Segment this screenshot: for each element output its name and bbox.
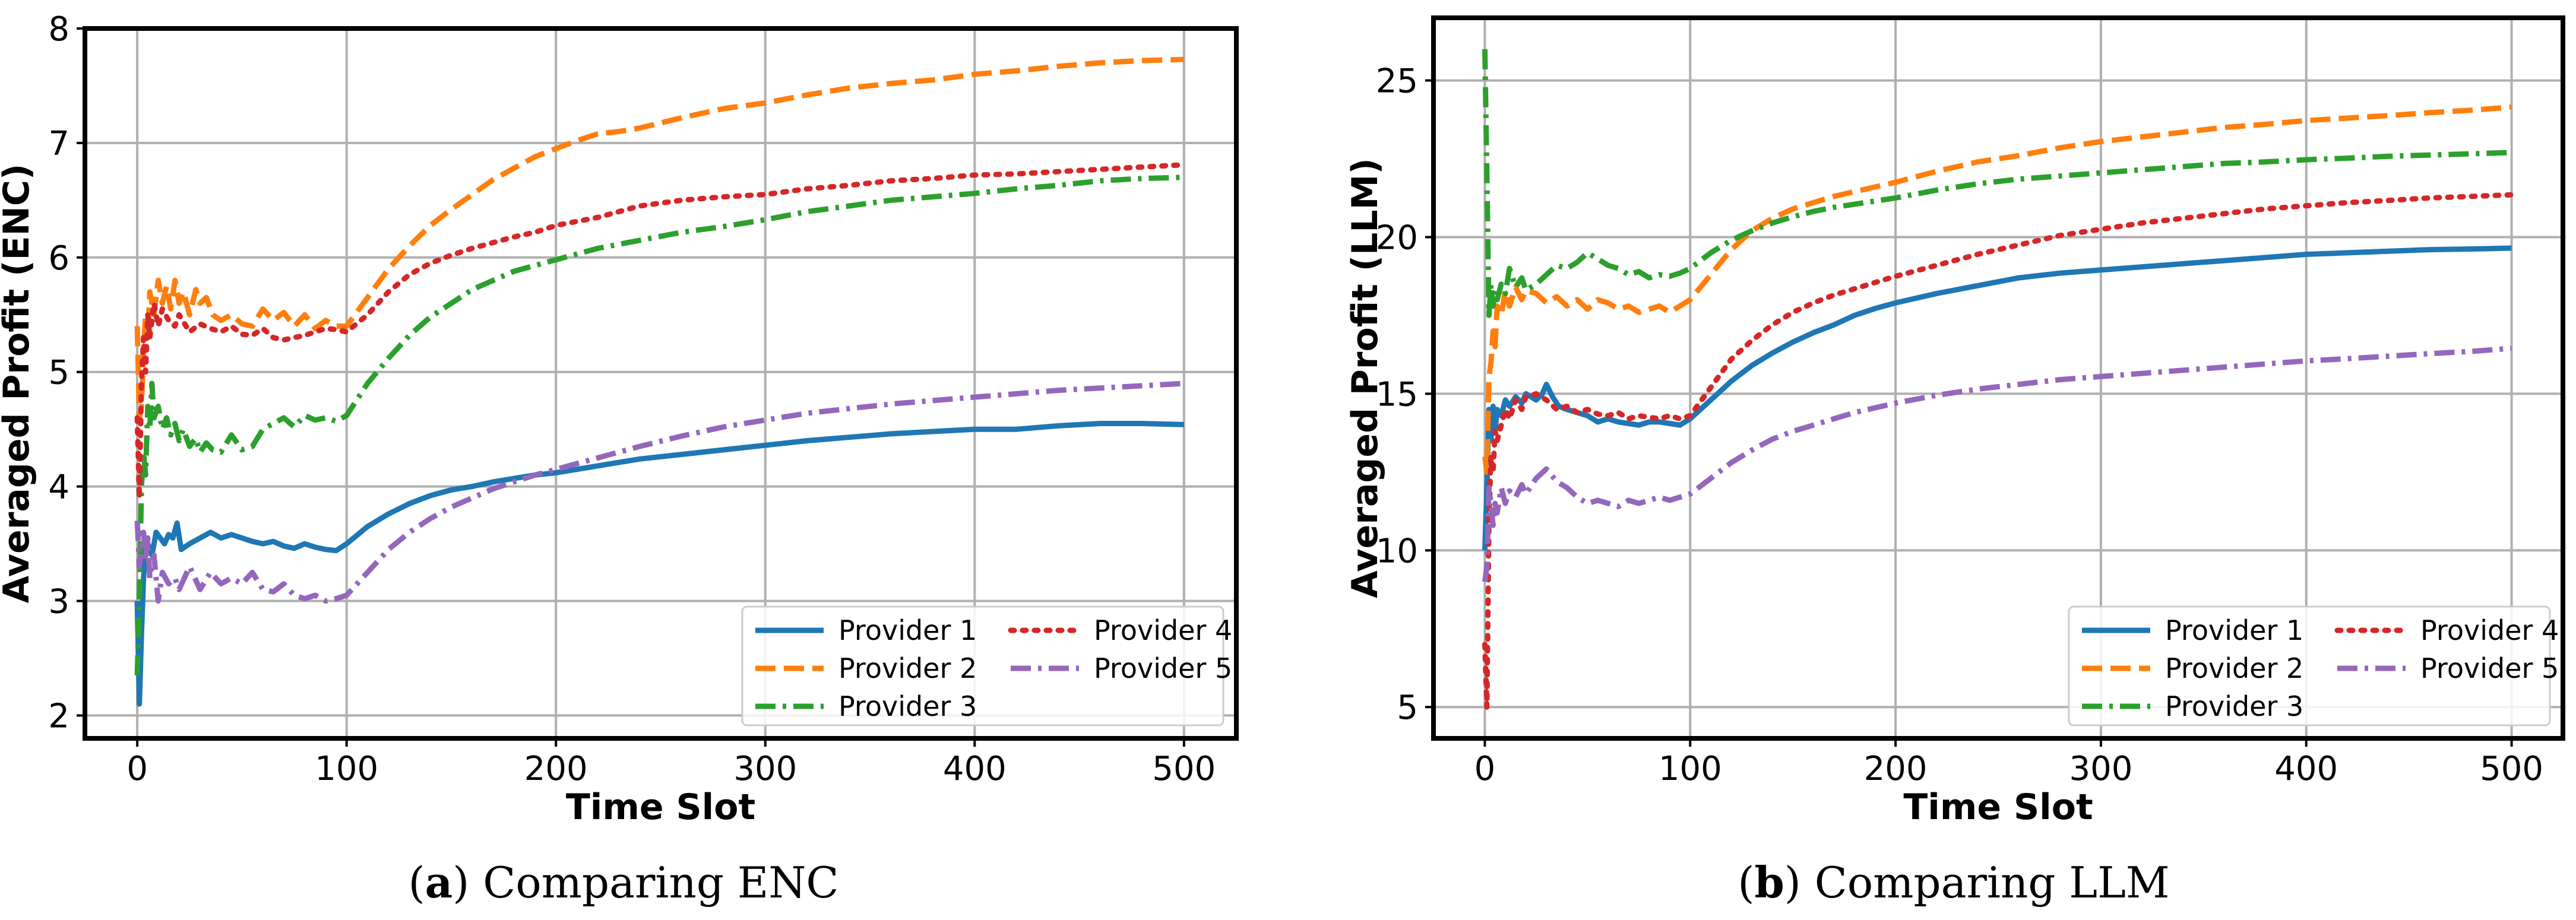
legend-box (2068, 605, 2551, 727)
legend-label-provider-4: Provider 4 (2420, 614, 2559, 646)
y-tick-label: 8 (48, 10, 69, 49)
y-tick-label: 2 (48, 697, 69, 735)
x-axis-label: Time Slot (566, 786, 755, 828)
series-line-provider-4 (1482, 192, 2514, 710)
x-tick-label: 100 (1659, 750, 1722, 788)
legend: Provider 1 Provider 2 Provider 3 Provider 4… (2068, 605, 2559, 727)
legend-label-provider-4: Provider 4 (1094, 614, 1232, 646)
series-line-provider-5 (134, 380, 1185, 604)
x-tick-label: 300 (733, 750, 797, 788)
series-line-provider-2 (1482, 104, 2512, 475)
caption-part: ( (409, 858, 425, 908)
legend-label-provider-1: Provider 1 (838, 614, 977, 646)
x-tick-label: 500 (1152, 750, 1216, 788)
panel-a-enc: 0 100 200 300 400 500 2 3 4 5 6 7 8 Time Slot Averaged… (0, 10, 1239, 908)
series-line-provider-1 (134, 421, 1185, 707)
series-group (134, 56, 1187, 707)
legend-label-provider-5: Provider 5 (2420, 652, 2559, 684)
y-tick-label: 3 (48, 583, 69, 621)
panel-b-llm: 0 100 200 300 400 500 5 10 15 20 25 Time Slot Averag… (1344, 15, 2565, 908)
y-axis-label: Averaged Profit (ENC) (0, 164, 37, 604)
series-group (1482, 49, 2514, 710)
y-tick-label: 20 (1376, 218, 1418, 257)
legend-label-provider-2: Provider 2 (838, 652, 977, 684)
y-tick-label: 25 (1376, 62, 1418, 101)
x-tick-label: 0 (1474, 750, 1496, 788)
x-tick-label: 200 (1864, 750, 1928, 788)
subfigure-caption: (a) Comparing ENC (409, 857, 839, 908)
caption-part: ) Comparing ENC (452, 858, 838, 908)
caption-part: b (1754, 857, 1784, 908)
series-line-provider-2 (134, 56, 1185, 421)
x-tick-label: 500 (2480, 750, 2543, 788)
y-tick-label: 7 (48, 125, 69, 163)
series-line-provider-4 (134, 162, 1187, 501)
x-tick-label: 0 (126, 750, 148, 788)
y-tick-label: 4 (48, 468, 69, 507)
plot-frame (83, 26, 1239, 741)
caption-part: ( (1738, 858, 1754, 908)
series-line-provider-5 (1482, 345, 2512, 582)
series-line-provider-1 (1482, 245, 2512, 551)
caption-part: a (425, 857, 453, 908)
y-tick-label: 10 (1376, 532, 1418, 570)
series-line-provider-3 (134, 175, 1185, 676)
legend-label-provider-3: Provider 3 (2165, 690, 2303, 722)
legend-label-provider-1: Provider 1 (2165, 614, 2303, 646)
x-tick-label: 300 (2069, 750, 2132, 788)
series-line-provider-3 (1482, 49, 2512, 318)
legend-label-provider-5: Provider 5 (1094, 652, 1232, 684)
x-tick-label: 100 (315, 750, 378, 788)
legend-box (741, 605, 1224, 727)
y-tick-label: 5 (1397, 689, 1418, 727)
legend: Provider 1 Provider 2 Provider 3 Provider 4… (741, 605, 1232, 727)
y-tick-label: 15 (1376, 375, 1418, 414)
caption-part: ) Comparing LLM (1784, 858, 2170, 908)
y-tick-label: 6 (48, 239, 69, 278)
y-axis-label: Averaged Profit (LLM) (1344, 158, 1386, 598)
x-tick-label: 400 (2274, 750, 2338, 788)
legend-label-provider-3: Provider 3 (838, 690, 977, 722)
x-tick-label: 200 (524, 750, 588, 788)
x-axis-label: Time Slot (1903, 786, 2093, 828)
legend-label-provider-2: Provider 2 (2165, 652, 2303, 684)
plot-frame (1431, 15, 2565, 741)
y-tick-label: 5 (48, 354, 69, 392)
subfigure-caption: (b) Comparing LLM (1738, 857, 2169, 908)
x-tick-label: 400 (943, 750, 1007, 788)
